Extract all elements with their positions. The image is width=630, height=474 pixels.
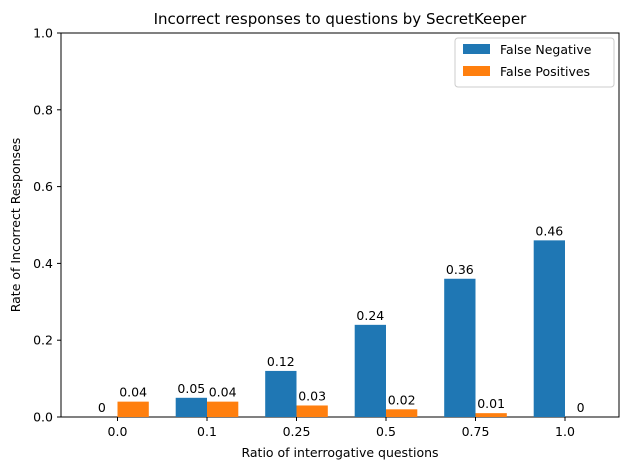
bar-false-positives-0-75 [475, 413, 507, 417]
bar-false-positives-0-25 [296, 405, 328, 417]
legend-label-false-negative: False Negative [500, 42, 592, 57]
chart-title: Incorrect responses to questions by Secr… [154, 10, 528, 28]
bar-false-negative-0-25 [265, 370, 297, 417]
bar-false-positives-0-1 [207, 401, 239, 417]
legend: False Negative False Positives [454, 37, 615, 88]
x-tick-label: 0.0 [108, 424, 128, 439]
bar-label-false-negative-0-0: 0 [98, 400, 106, 415]
bar-label-false-negative-1-0: 0.46 [535, 223, 563, 238]
bar-label-false-negative-0-5: 0.24 [356, 308, 384, 323]
bar-label-false-negative-0-25: 0.12 [267, 354, 295, 369]
y-tick-label: 0.8 [33, 102, 53, 117]
y-axis: 0.0 0.2 0.4 0.6 0.8 1.0 [33, 26, 61, 425]
bar-false-negative-0-5 [354, 324, 386, 417]
bar-label-false-positives-0-5: 0.02 [388, 392, 416, 407]
bar-false-negative-0-1 [175, 397, 207, 417]
legend-label-false-positives: False Positives [500, 64, 590, 79]
x-tick-label: 0.1 [197, 424, 217, 439]
x-tick-label: 0.75 [462, 424, 490, 439]
y-tick-label: 0.2 [33, 333, 53, 348]
legend-swatch-false-negative [463, 44, 490, 54]
bar-false-positives-0-0 [117, 401, 149, 417]
y-tick-label: 0.4 [33, 256, 53, 271]
bar-label-false-negative-0-75: 0.36 [446, 262, 474, 277]
bar-labels-group: 0 0.04 0.05 0.04 0.12 0.03 0.24 0.02 0.36 0.01 0.4… [98, 223, 585, 415]
bar-label-false-positives-1-0: 0 [577, 400, 585, 415]
y-tick-label: 1.0 [33, 26, 53, 41]
legend-swatch-false-positives [463, 66, 490, 76]
x-tick-label: 0.25 [283, 424, 311, 439]
x-axis-label: Ratio of interrogative questions [241, 445, 438, 460]
x-tick-label: 1.0 [555, 424, 575, 439]
y-tick-label: 0.0 [33, 410, 53, 425]
legend-box [454, 37, 615, 88]
bar-label-false-positives-0-25: 0.03 [298, 388, 326, 403]
y-axis-label: Rate of Incorrect Responses [8, 138, 23, 313]
plot-area [60, 32, 620, 418]
bar-false-negative-1-0 [533, 240, 565, 417]
bar-false-positives-0-5 [386, 409, 418, 417]
bar-label-false-positives-0-1: 0.04 [209, 385, 237, 400]
bar-label-false-positives-0-0: 0.04 [119, 385, 147, 400]
x-axis: 0.0 0.1 0.25 0.5 0.75 1.0 [108, 417, 575, 439]
bars-group [117, 240, 565, 417]
bar-label-false-negative-0-1: 0.05 [177, 381, 205, 396]
bar-label-false-positives-0-75: 0.01 [477, 396, 505, 411]
x-tick-label: 0.5 [376, 424, 396, 439]
y-tick-label: 0.6 [33, 179, 53, 194]
bar-false-negative-0-75 [444, 278, 476, 417]
